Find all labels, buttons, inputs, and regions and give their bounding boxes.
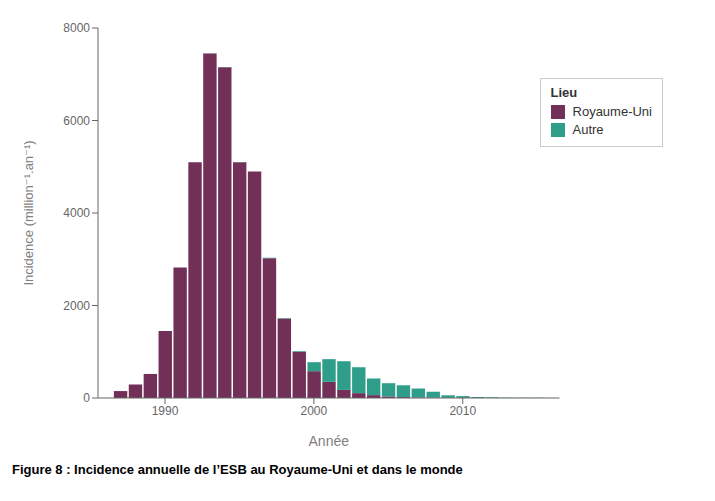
- svg-text:2010: 2010: [449, 404, 476, 418]
- html-text:Autre: Autre: [572, 122, 604, 137]
- svg-text:Année: Année: [309, 433, 350, 449]
- svg-text:1990: 1990: [152, 404, 179, 418]
- html-text:Royaume-Uni: Royaume-Uni: [572, 104, 652, 119]
- svg-text:2000: 2000: [63, 299, 90, 313]
- svg-text:8000: 8000: [63, 21, 90, 35]
- html-text:Lieu: Lieu: [550, 85, 578, 100]
- svg-text:2000: 2000: [301, 404, 328, 418]
- svg-text:Incidence (million⁻¹.an⁻¹): Incidence (million⁻¹.an⁻¹): [21, 140, 36, 285]
- svg-text:6000: 6000: [63, 114, 90, 128]
- svg-text:0: 0: [83, 391, 90, 405]
- svg-text:4000: 4000: [63, 206, 90, 220]
- html-text:Figure 8 : Incidence annuelle: Figure 8 : Incidence annuelle de l’ESB a…: [12, 462, 463, 477]
